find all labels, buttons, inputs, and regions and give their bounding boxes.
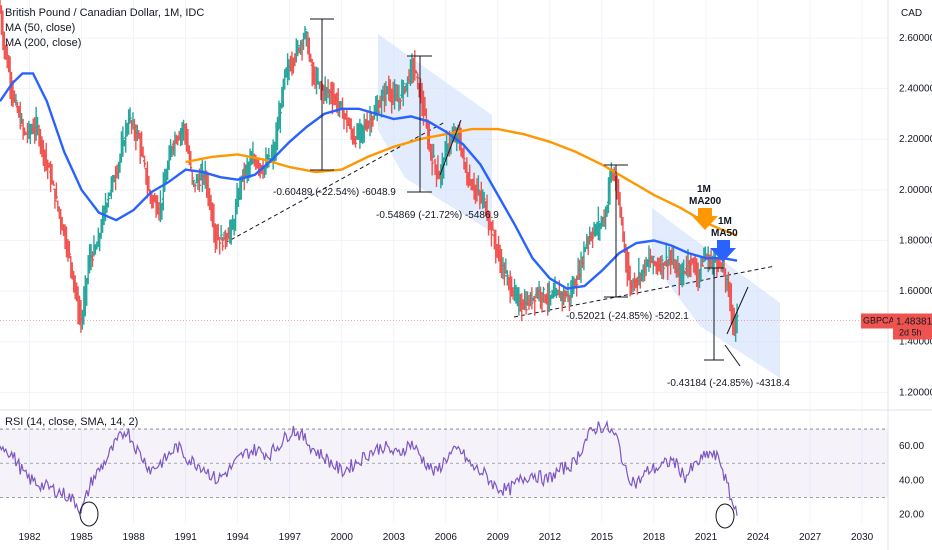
chart-title: British Pound / Canadian Dollar, 1M, IDC <box>5 7 205 19</box>
measurement-label-2: -0.54869 (-21.72%) -5486.9 <box>376 210 499 221</box>
x-tick-label: 1982 <box>18 532 41 543</box>
time-axis[interactable]: 1982 1985 1988 1991 1994 1997 2000 2003 2006 2009… <box>18 532 873 543</box>
support-trendline-2 <box>513 265 776 318</box>
ma50-legend: MA (50, close) <box>5 22 76 34</box>
y-tick-label: 1.20000 <box>899 387 932 398</box>
ma50-line <box>0 72 738 290</box>
trend-lines <box>224 121 776 318</box>
x-tick-label: 2012 <box>539 532 562 543</box>
x-tick-label: 1985 <box>71 532 94 543</box>
support-trendline-1 <box>224 121 446 244</box>
price-tag-symbol: GBPCAD <box>863 316 902 326</box>
price-tag-value: 1.48381 <box>896 317 932 328</box>
x-tick-label: 2009 <box>487 532 510 543</box>
ma200-line <box>185 127 738 237</box>
x-tick-label: 2024 <box>747 532 770 543</box>
rsi-low-circle-1 <box>79 501 99 527</box>
ma200-label-line2: MA200 <box>689 196 722 207</box>
measurement-label-3: -0.52021 (-24.85%) -5202.1 <box>566 311 689 322</box>
y-tick-label: 2.60000 <box>899 33 932 44</box>
y-tick-label: 2.20000 <box>899 134 932 145</box>
rsi-low-circle-2 <box>715 503 735 529</box>
rsi-tick-label: 60.00 <box>899 441 924 452</box>
rsi-legend: RSI (14, close, SMA, 14, 2) <box>5 416 139 428</box>
x-tick-label: 2003 <box>383 532 406 543</box>
x-tick-label: 2027 <box>799 532 822 543</box>
x-tick-label: 1988 <box>123 532 146 543</box>
x-tick-label: 1997 <box>279 532 302 543</box>
ma50-label-line2: MA50 <box>711 228 738 239</box>
chart-legend: British Pound / Canadian Dollar, 1M, IDC… <box>5 6 204 51</box>
price-bars-down <box>0 0 736 337</box>
rsi-tick-label: 40.00 <box>899 475 924 486</box>
ma200-label-line1: 1M <box>697 184 711 195</box>
x-tick-label: 1991 <box>175 532 198 543</box>
grid <box>0 0 888 523</box>
ma50-label-line1: 1M <box>718 216 732 227</box>
x-tick-label: 2015 <box>591 532 614 543</box>
projection-arrows <box>439 119 749 367</box>
x-tick-label: 1994 <box>227 532 250 543</box>
y-tick-label: 1.60000 <box>899 286 932 297</box>
ma200-legend: MA (200, close) <box>5 37 82 49</box>
y-tick-label: 1.80000 <box>899 235 932 246</box>
rsi-tick-label: 20.00 <box>899 509 924 520</box>
ma50-arrow-icon <box>710 240 736 262</box>
axis-unit-label: CAD <box>901 8 922 19</box>
rsi-line <box>0 419 738 516</box>
price-axis[interactable]: 2.60000 2.40000 2.20000 2.00000 1.80000 1.600… <box>899 33 932 398</box>
ma200-arrow-icon <box>692 208 718 230</box>
measurement-label-4: -0.43184 (-24.85%) -4318.4 <box>667 378 790 389</box>
y-tick-label: 2.40000 <box>899 84 932 95</box>
measurement-label-1: -0.60489 (-22.54%) -6048.9 <box>273 187 396 198</box>
rsi-axis[interactable]: 60.00 40.00 20.00 <box>899 441 924 520</box>
price-tag-time: 2d 5h <box>899 328 922 338</box>
x-tick-label: 2006 <box>435 532 458 543</box>
x-tick-label: 2018 <box>643 532 666 543</box>
x-tick-label: 2030 <box>851 532 874 543</box>
measurement-tools <box>310 18 724 361</box>
x-tick-label: 2000 <box>331 532 354 543</box>
x-tick-label: 2021 <box>695 532 718 543</box>
y-tick-label: 1.40000 <box>899 337 932 348</box>
y-tick-label: 2.00000 <box>899 185 932 196</box>
price-tag: GBPCAD 1.48381 2d 5h <box>861 313 932 340</box>
